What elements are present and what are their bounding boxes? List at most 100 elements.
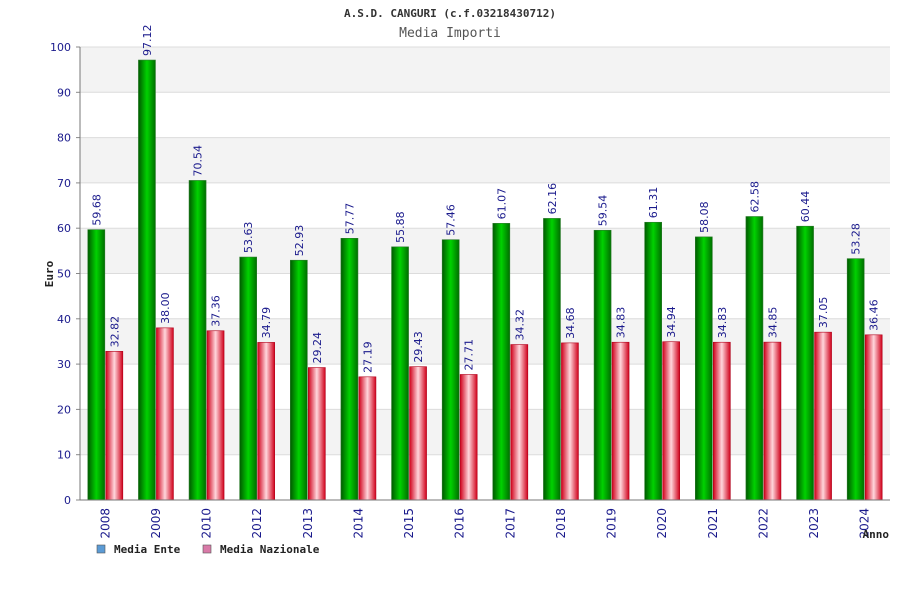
bar-media-ente-2021 bbox=[695, 236, 713, 501]
value-label: 36.46 bbox=[868, 299, 881, 331]
x-tick-label: 2008 bbox=[98, 508, 112, 539]
y-tick-label: 80 bbox=[57, 132, 71, 145]
value-label: 32.82 bbox=[108, 316, 121, 348]
bar-media-ente-2013 bbox=[290, 259, 308, 501]
value-label: 59.54 bbox=[597, 195, 610, 227]
y-tick-label: 20 bbox=[57, 403, 71, 416]
y-tick-label: 0 bbox=[64, 494, 71, 507]
bar-media-nazionale-2015 bbox=[409, 366, 427, 501]
bar-media-ente-2010 bbox=[188, 180, 207, 501]
bar-media-ente-2019 bbox=[593, 229, 612, 501]
value-label: 60.44 bbox=[799, 191, 812, 223]
x-tick-label: 2015 bbox=[402, 508, 416, 539]
bar-media-nazionale-2014 bbox=[358, 376, 377, 501]
legend-label-media-ente: Media Ente bbox=[114, 543, 181, 556]
legend-swatch-media-nazionale bbox=[202, 544, 212, 554]
bar-media-ente-2009 bbox=[138, 59, 156, 501]
bar-media-nazionale-2020 bbox=[662, 341, 680, 501]
bar-media-nazionale-2016 bbox=[459, 374, 478, 501]
x-axis-label: Anno bbox=[863, 528, 890, 541]
y-tick-label: 90 bbox=[57, 86, 71, 99]
value-label: 61.31 bbox=[647, 187, 660, 219]
y-tick-label: 60 bbox=[57, 222, 71, 235]
x-tick-label: 2013 bbox=[301, 508, 315, 539]
bar-media-ente-2015 bbox=[391, 246, 409, 501]
value-label: 52.93 bbox=[293, 225, 306, 257]
y-tick-label: 10 bbox=[57, 449, 71, 462]
value-label: 38.00 bbox=[159, 292, 172, 324]
x-tick-label: 2023 bbox=[807, 508, 821, 539]
bar-media-ente-2024 bbox=[846, 258, 865, 501]
bar-media-nazionale-2010 bbox=[206, 330, 225, 501]
value-label: 53.28 bbox=[850, 223, 863, 255]
bar-media-nazionale-2013 bbox=[308, 367, 326, 501]
legend-label-media-nazionale: Media Nazionale bbox=[220, 543, 320, 556]
legend: Media Ente Media Nazionale bbox=[96, 543, 320, 556]
y-tick-label: 50 bbox=[57, 268, 71, 281]
x-axis-ticks: 2008 2009 2010 2012 2013 2014 2015 2016 2017 2018… bbox=[98, 508, 871, 539]
bar-media-ente-2022 bbox=[745, 216, 764, 501]
value-label: 37.05 bbox=[817, 297, 830, 329]
value-label: 57.46 bbox=[445, 204, 458, 236]
value-labels: 59.68 32.82 97.12 38.00 70.54 37.36 53.63 34.79… bbox=[90, 25, 880, 373]
bar-media-nazionale-2009 bbox=[156, 327, 174, 501]
y-axis-ticks: 0 10 20 30 40 50 60 70 80 90 100 bbox=[50, 41, 80, 507]
bar-media-nazionale-2023 bbox=[814, 331, 832, 501]
bar-media-ente-2014 bbox=[340, 238, 359, 501]
x-tick-label: 2017 bbox=[503, 508, 517, 539]
axes bbox=[79, 47, 890, 501]
bar-media-ente-2023 bbox=[796, 225, 814, 501]
value-label: 27.71 bbox=[463, 339, 476, 371]
plot-band bbox=[80, 47, 890, 93]
value-label: 61.07 bbox=[495, 188, 508, 220]
x-tick-label: 2019 bbox=[605, 508, 619, 539]
bar-media-ente-2020 bbox=[644, 221, 662, 501]
value-label: 53.63 bbox=[242, 222, 255, 254]
value-label: 34.32 bbox=[513, 309, 526, 341]
y-tick-label: 40 bbox=[57, 313, 71, 326]
value-label: 29.43 bbox=[412, 331, 425, 363]
value-label: 29.24 bbox=[311, 332, 324, 364]
x-tick-label: 2012 bbox=[250, 508, 264, 539]
y-tick-label: 100 bbox=[50, 41, 71, 54]
bar-media-nazionale-2021 bbox=[713, 341, 731, 501]
x-tick-label: 2018 bbox=[554, 508, 568, 539]
value-label: 97.12 bbox=[141, 25, 154, 57]
bar-media-ente-2018 bbox=[543, 218, 561, 501]
value-label: 34.94 bbox=[665, 306, 678, 338]
bar-media-nazionale-2012 bbox=[257, 342, 275, 501]
y-tick-label: 30 bbox=[57, 358, 71, 371]
y-axis-label: Euro bbox=[43, 260, 56, 287]
bar-media-nazionale-2017 bbox=[510, 344, 529, 501]
bar-media-nazionale-2008 bbox=[105, 351, 124, 501]
bar-media-ente-2016 bbox=[441, 239, 460, 501]
x-tick-label: 2020 bbox=[655, 508, 669, 539]
bar-media-nazionale-2024 bbox=[864, 334, 883, 501]
x-tick-label: 2021 bbox=[706, 508, 720, 539]
bar-media-ente-2017 bbox=[492, 223, 511, 501]
value-label: 37.36 bbox=[210, 295, 223, 327]
value-label: 34.83 bbox=[615, 307, 628, 339]
value-label: 59.68 bbox=[90, 194, 103, 226]
value-label: 58.08 bbox=[698, 201, 711, 233]
value-label: 34.68 bbox=[564, 307, 577, 339]
plot-band bbox=[80, 92, 890, 138]
value-label: 62.58 bbox=[748, 181, 761, 213]
bar-media-ente-2012 bbox=[239, 256, 257, 501]
legend-swatch-media-ente bbox=[96, 544, 106, 554]
bar-media-nazionale-2018 bbox=[561, 342, 579, 501]
bar-media-ente-2008 bbox=[87, 229, 106, 501]
value-label: 34.85 bbox=[766, 307, 779, 339]
value-label: 57.77 bbox=[343, 203, 356, 235]
value-label: 34.83 bbox=[716, 307, 729, 339]
x-tick-label: 2016 bbox=[453, 508, 467, 539]
chart-title: A.S.D. CANGURI (c.f.03218430712) bbox=[344, 7, 556, 20]
x-tick-label: 2010 bbox=[200, 508, 214, 539]
chart-subtitle: Media Importi bbox=[399, 26, 501, 41]
value-label: 70.54 bbox=[192, 145, 205, 177]
value-label: 27.19 bbox=[361, 341, 374, 373]
x-tick-label: 2024 bbox=[858, 508, 872, 539]
x-tick-label: 2022 bbox=[756, 508, 770, 539]
value-label: 62.16 bbox=[546, 183, 559, 215]
